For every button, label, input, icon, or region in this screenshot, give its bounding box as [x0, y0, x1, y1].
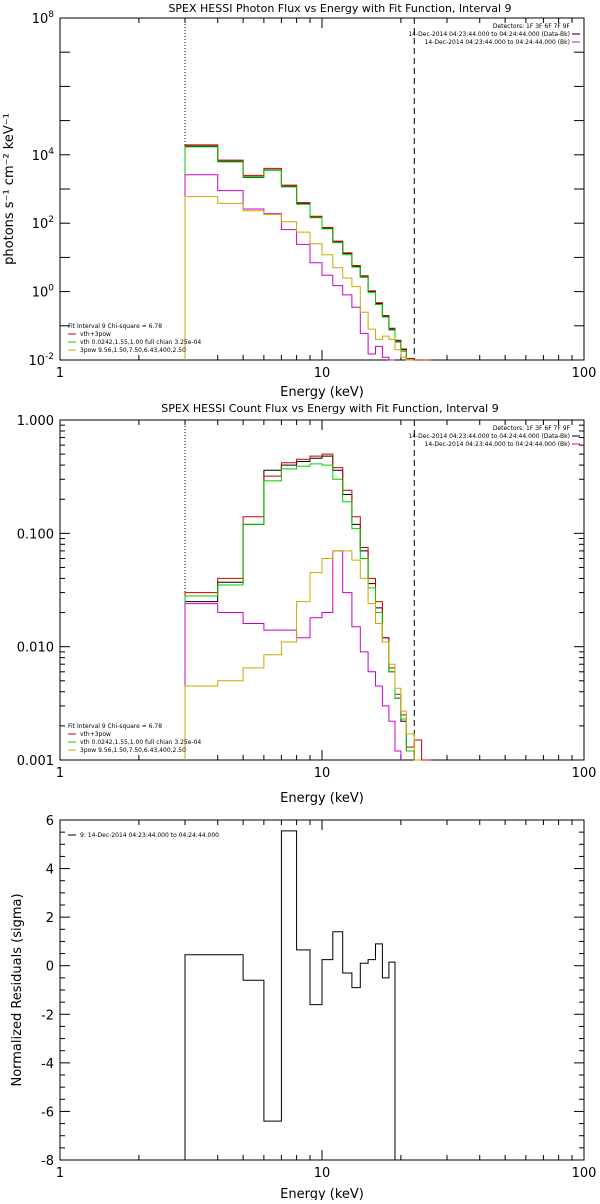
x-tick-label: 100 — [572, 366, 597, 381]
legend-entry: Fit Interval 9 Chi-square = 6.78 — [68, 723, 162, 730]
y-tick-label: -8 — [41, 1154, 54, 1169]
y-tick-label: 0.010 — [17, 641, 54, 656]
legend-entry: 9: 14-Dec-2014 04:23:44.000 to 04:24:44.… — [80, 832, 219, 839]
legend-entry: 3pow 9.56,1.50,7.50,6.43,400,2.50 — [80, 347, 186, 354]
count-flux-panel: SPEX HESSI Count Flux vs Energy with Fit… — [17, 402, 597, 806]
series-1-step-line — [184, 144, 431, 361]
photon-flux-title: SPEX HESSI Photon Flux vs Energy with Fi… — [168, 2, 511, 15]
residuals-y-axis-label: Normalized Residuals (sigma) — [10, 893, 25, 1086]
count-flux-title: SPEX HESSI Count Flux vs Energy with Fit… — [161, 402, 498, 415]
series-4-step-line — [184, 550, 422, 761]
x-tick-label: 1 — [56, 766, 64, 781]
y-tick-label: 2 — [46, 911, 54, 926]
x-tick-label: 10 — [314, 366, 331, 381]
legend-entry: 14-Dec-2014 04:23:44.000 to 04:24:44.000… — [425, 441, 570, 448]
y-tick-label: 108 — [32, 10, 55, 27]
y-tick-label: 6 — [46, 814, 54, 829]
legend-entry: vth+3pow — [80, 331, 111, 338]
residuals-panel: Normalized Residuals (sigma) Energy (keV… — [10, 814, 596, 1202]
legend-entry: 14-Dec-2014 04:23:44.000 to 04:24:44.000… — [408, 31, 570, 38]
legend-entry: Detectors: 1F 3F 6F 7F 9F — [493, 425, 571, 432]
y-tick-label-exponent: 4 — [48, 147, 54, 157]
legend-entry: Detectors: 1F 3F 6F 7F 9F — [493, 23, 571, 30]
y-tick-label-base: 10 — [32, 12, 49, 27]
y-tick-label-exponent: 2 — [48, 215, 54, 225]
y-tick-label-exponent: -2 — [45, 352, 54, 362]
y-tick-label: 100 — [32, 284, 55, 301]
y-tick-label-base: 10 — [32, 149, 49, 164]
count-flux-plot-frame — [59, 419, 585, 761]
series-3-step-line — [184, 174, 395, 361]
residuals-legend: 9: 14-Dec-2014 04:23:44.000 to 04:24:44.… — [68, 832, 219, 839]
y-tick-label-base: 10 — [32, 217, 49, 232]
legend-entry: vth 0.0242,1.55,1.00 full chian 3.25e-04 — [80, 739, 201, 746]
legend-entry: Fit Interval 9 Chi-square = 6.78 — [68, 323, 162, 330]
y-tick-label: -2 — [41, 1008, 54, 1023]
legend-entry: 14-Dec-2014 04:23:44.000 to 04:24:44.000… — [425, 39, 570, 46]
legend-entry: vth 0.0242,1.55,1.00 full chian 3.25e-04 — [80, 339, 201, 346]
y-tick-label: 104 — [32, 147, 55, 164]
y-tick-label: -6 — [41, 1105, 54, 1120]
series-4-step-line — [184, 196, 415, 361]
legend-entry: 14-Dec-2014 04:23:44.000 to 04:24:44.000… — [408, 433, 570, 440]
series-2-step-line — [184, 463, 415, 760]
y-tick-label: 10-2 — [28, 352, 54, 369]
y-tick-label: 102 — [32, 215, 54, 232]
photon-flux-x-axis-label: Energy (keV) — [280, 385, 364, 400]
y-tick-label: -4 — [41, 1057, 54, 1072]
photon-flux-legend-bottom-left: Fit Interval 9 Chi-square = 6.78vth+3pow… — [68, 323, 201, 354]
y-tick-label-exponent: 8 — [48, 10, 54, 20]
x-tick-label: 10 — [314, 766, 331, 781]
series-1-step-line — [184, 453, 431, 761]
photon-flux-y-axis-label: photons s⁻¹ cm⁻² keV⁻¹ — [2, 113, 17, 265]
y-tick-label: 4 — [46, 863, 54, 878]
photon-flux-panel: SPEX HESSI Photon Flux vs Energy with Fi… — [2, 2, 596, 400]
photon-flux-range-markers — [184, 18, 415, 360]
count-flux-range-markers — [184, 420, 415, 760]
series-0-step-line — [184, 830, 396, 1160]
x-tick-label: 100 — [572, 766, 597, 781]
count-flux-x-axis-label: Energy (keV) — [280, 791, 364, 806]
y-tick-label-base: 10 — [28, 354, 45, 369]
legend-entry: vth+3pow — [80, 731, 111, 738]
residuals-ticks: 1 10 100 6 4 2 0 -2 -4 -6 -8 — [41, 814, 596, 1181]
y-tick-label: 0 — [46, 960, 54, 975]
series-0-step-line — [184, 455, 415, 760]
x-tick-label: 10 — [314, 1166, 331, 1181]
x-tick-label: 1 — [56, 366, 64, 381]
y-tick-label: 0.100 — [17, 527, 54, 542]
y-tick-label: 0.001 — [17, 754, 54, 769]
count-flux-series — [184, 453, 431, 761]
count-flux-legend-bottom-left: Fit Interval 9 Chi-square = 6.78vth+3pow… — [68, 723, 201, 754]
residuals-x-axis-label: Energy (keV) — [280, 1187, 364, 1200]
count-flux-ticks: 1 10 100 0.001 0.010 0.100 1.000 — [17, 414, 597, 781]
photon-flux-plot-frame — [59, 17, 585, 361]
y-tick-label: 1.000 — [17, 414, 54, 429]
y-tick-label-exponent: 0 — [48, 284, 54, 294]
y-tick-label-base: 10 — [32, 286, 49, 301]
residuals-series — [184, 830, 396, 1160]
x-tick-label: 100 — [572, 1166, 597, 1181]
legend-entry: 3pow 9.56,1.50,7.50,6.43,400,2.50 — [80, 747, 186, 754]
series-2-step-line — [184, 146, 415, 361]
x-tick-label: 1 — [56, 1166, 64, 1181]
photon-flux-series — [184, 144, 431, 361]
